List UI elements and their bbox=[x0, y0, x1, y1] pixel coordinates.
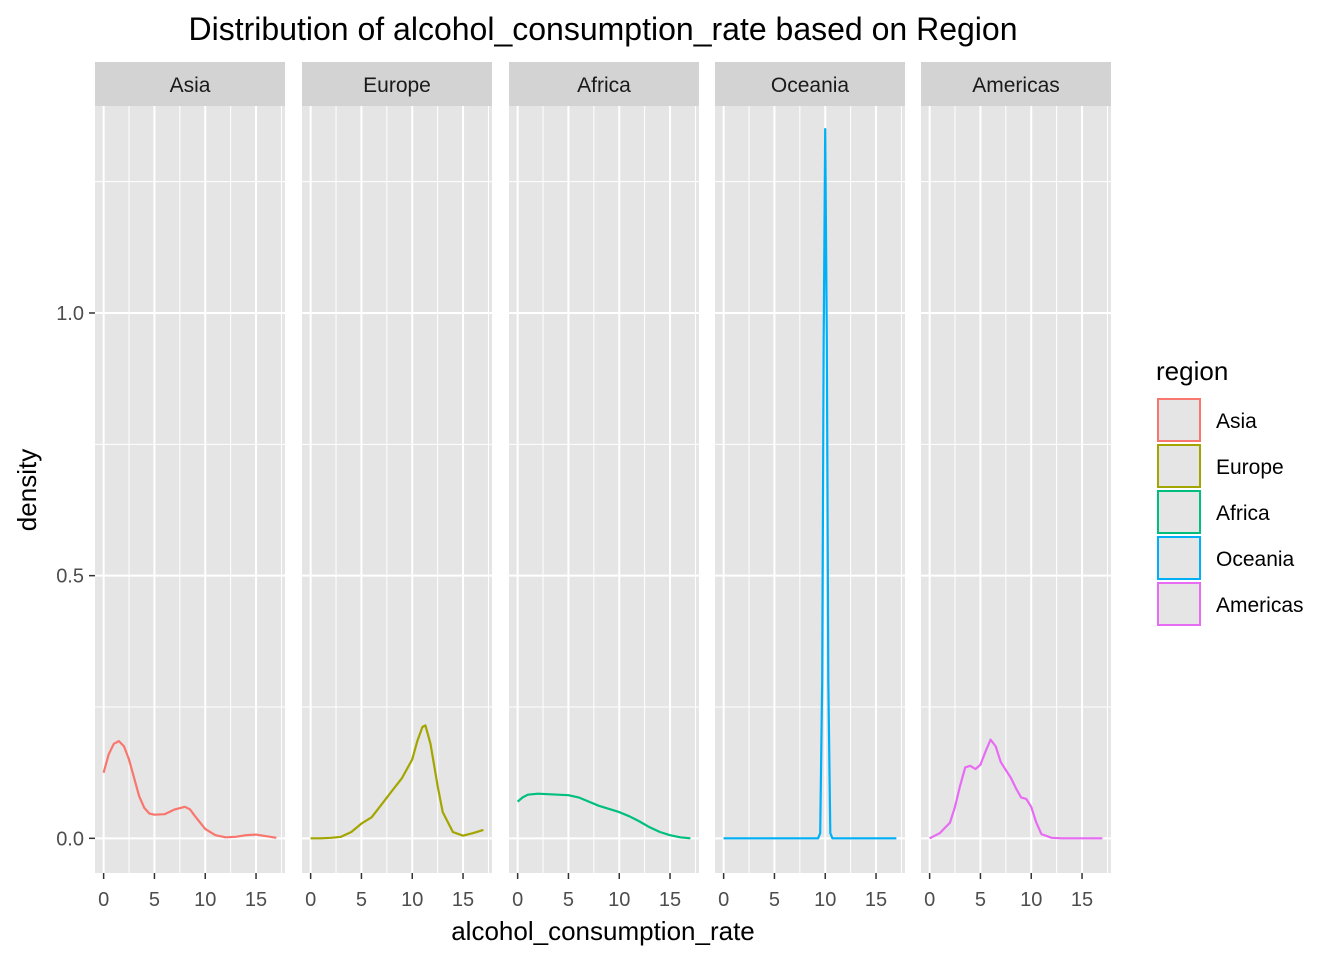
legend-label: Oceania bbox=[1216, 548, 1295, 571]
x-axis-title: alcohol_consumption_rate bbox=[451, 916, 755, 946]
x-tick-label: 0 bbox=[924, 889, 935, 911]
facet-strip-label: Americas bbox=[972, 74, 1060, 97]
facet-strip-label: Africa bbox=[577, 74, 631, 97]
facet-panel-europe: Europe 0 5 10 15 bbox=[302, 62, 492, 911]
facet-panel-oceania: Oceania 0 5 10 15 bbox=[715, 62, 905, 911]
x-tick-label: 10 bbox=[814, 889, 836, 911]
x-tick-label: 0 bbox=[512, 889, 523, 911]
panel-background bbox=[921, 106, 1111, 873]
legend-label: Asia bbox=[1216, 410, 1257, 433]
legend-item-asia: Asia bbox=[1157, 398, 1257, 442]
legend-key bbox=[1157, 536, 1201, 580]
x-tick-label: 15 bbox=[1071, 889, 1093, 911]
density-line-africa bbox=[516, 792, 691, 840]
legend-item-europe: Europe bbox=[1157, 444, 1284, 488]
x-tick-label: 15 bbox=[452, 889, 474, 911]
x-tick-label: 5 bbox=[769, 889, 780, 911]
panel-background bbox=[95, 106, 285, 873]
legend: region Asia Europe Africa Oceania Americas bbox=[1156, 356, 1304, 626]
y-tick-label: 1.0 bbox=[56, 303, 84, 325]
facet-strip-label: Europe bbox=[363, 74, 431, 97]
legend-title: region bbox=[1156, 356, 1228, 386]
facet-strip bbox=[95, 62, 285, 106]
legend-item-africa: Africa bbox=[1157, 490, 1270, 534]
x-tick-label: 0 bbox=[98, 889, 109, 911]
y-tick-label: 0.5 bbox=[56, 566, 84, 588]
density-line-europe bbox=[310, 724, 484, 840]
panel-background bbox=[302, 106, 492, 873]
x-tick-label: 10 bbox=[608, 889, 630, 911]
y-axis: 0.0 0.5 1.0 bbox=[56, 303, 95, 850]
facet-panel-africa: Africa 0 5 10 15 bbox=[509, 62, 699, 911]
panel-background bbox=[509, 106, 699, 873]
facet-panel-americas: Americas 0 5 10 15 bbox=[921, 62, 1111, 911]
x-tick-label: 15 bbox=[865, 889, 887, 911]
x-tick-label: 5 bbox=[563, 889, 574, 911]
facet-strip bbox=[921, 62, 1111, 106]
legend-item-americas: Americas bbox=[1157, 582, 1304, 626]
y-axis-title: density bbox=[12, 449, 42, 531]
legend-key bbox=[1157, 398, 1201, 442]
chart-title: Distribution of alcohol_consumption_rate… bbox=[189, 11, 1018, 47]
facet-strip bbox=[715, 62, 905, 106]
legend-key bbox=[1157, 582, 1201, 626]
facet-strip bbox=[509, 62, 699, 106]
x-tick-label: 15 bbox=[245, 889, 267, 911]
density-line-oceania bbox=[723, 128, 897, 840]
legend-items: Asia Europe Africa Oceania Americas bbox=[1157, 398, 1304, 626]
density-line-asia bbox=[102, 740, 277, 839]
x-tick-label: 5 bbox=[975, 889, 986, 911]
x-tick-label: 0 bbox=[718, 889, 729, 911]
x-tick-label: 10 bbox=[194, 889, 216, 911]
x-tick-label: 5 bbox=[356, 889, 367, 911]
x-tick-label: 10 bbox=[401, 889, 423, 911]
panel-background bbox=[715, 106, 905, 873]
facet-strip bbox=[302, 62, 492, 106]
y-tick-label: 0.0 bbox=[56, 828, 84, 850]
x-tick-label: 15 bbox=[659, 889, 681, 911]
density-line-americas bbox=[929, 738, 1103, 840]
legend-key bbox=[1157, 490, 1201, 534]
legend-item-oceania: Oceania bbox=[1157, 536, 1295, 580]
legend-label: Americas bbox=[1216, 594, 1304, 617]
facet-panel-asia: Asia 0 5 10 15 bbox=[95, 62, 285, 911]
facet-strip-label: Oceania bbox=[771, 74, 850, 97]
facet-strip-label: Asia bbox=[170, 74, 211, 97]
legend-key bbox=[1157, 444, 1201, 488]
legend-label: Africa bbox=[1216, 502, 1270, 525]
legend-label: Europe bbox=[1216, 456, 1284, 479]
x-tick-label: 0 bbox=[305, 889, 316, 911]
x-tick-label: 5 bbox=[149, 889, 160, 911]
x-tick-label: 10 bbox=[1020, 889, 1042, 911]
